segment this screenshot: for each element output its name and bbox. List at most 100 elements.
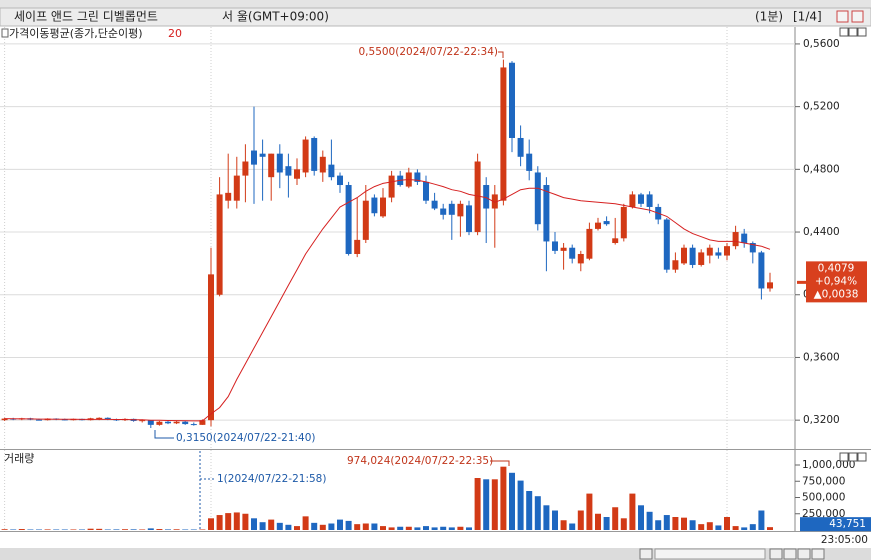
scroll-button[interactable] [797,548,811,560]
volume-bar [268,519,275,530]
current-price-text: +0,94% [815,275,857,287]
candle-body [534,172,541,225]
panel-buttons [839,27,867,462]
volume-bar [190,529,197,530]
candle-body [672,260,679,270]
marks [1,59,773,530]
volume-bar [208,518,214,530]
candle-body [242,161,249,176]
volume-bar [294,526,300,530]
candle-body [61,419,68,421]
candle-body [388,175,395,198]
volume-bar [638,505,644,530]
volume-bar [36,529,42,530]
candle-body [466,205,472,233]
candle-body [216,194,223,295]
panel-button[interactable] [848,452,858,462]
x-axis-strip [0,532,871,548]
y-tick-label: 0,4800 [803,163,840,175]
y-tick-label: 0,5600 [803,38,840,50]
candle-body [577,253,584,264]
volume-bar [165,529,171,530]
panel-button[interactable] [857,452,867,462]
candle-body [603,221,610,225]
candle-body [259,153,266,157]
current-volume-box [800,517,871,532]
volume-bar [552,510,558,530]
panel-button[interactable] [848,27,858,37]
scroll-button[interactable] [783,548,797,560]
volume-bar [113,529,120,530]
panel-button[interactable] [857,27,867,37]
high-arrow [498,51,504,58]
candle-body [448,203,455,215]
candle-body [440,208,447,215]
candle-body [741,233,748,244]
candle-body [474,161,481,233]
volume-bar [388,527,395,530]
volume-bar [156,529,163,530]
candle-body [380,197,386,217]
y-tick-label: 0,4400 [803,226,840,238]
volume-bar [173,529,180,530]
volume-bar [603,517,610,530]
candle-body [362,200,369,240]
candle-body [706,247,713,256]
scroll-button[interactable] [639,548,653,560]
volume-bar [147,528,154,530]
volume-bar [612,507,619,530]
y-tick-label: 1,000,000 [802,459,855,471]
volume-bar [302,516,309,530]
candle-body [371,197,378,214]
candle-body [620,206,627,239]
panel-button[interactable] [839,452,849,462]
volume-bar [18,529,25,530]
candle-body [311,137,318,171]
panel-button[interactable] [839,27,849,37]
volume-bar [182,529,189,530]
volume-bar [672,517,679,530]
scroll-thumb[interactable] [654,548,766,560]
candle-body [251,150,257,165]
volume-bar [749,524,756,530]
volume-bar [285,524,292,530]
volume-bar [104,529,111,530]
volume-bar [405,526,412,530]
candle-body [139,420,146,422]
candle-body [698,252,705,265]
candle-body [715,252,722,256]
candle-body [517,137,524,157]
candle-body [457,203,464,217]
current-price-box [806,261,867,303]
low-annotation: 0,3150(2024/07/22-21:40) [176,432,316,444]
volume-bar [414,527,421,530]
candle-body [1,418,8,421]
candle-body [638,194,644,204]
volume-bar [681,517,687,530]
volume-bar [242,513,249,530]
volume-high-arrow [490,460,510,466]
volume-bar [517,480,524,530]
candle-body [509,62,515,138]
volume-bar [354,524,361,530]
candle-body [156,421,163,425]
candle-body [104,417,111,420]
window-button[interactable] [836,10,849,23]
y-tick-label: 500,000 [802,492,845,504]
close-button[interactable] [851,10,864,23]
volume-bar [457,526,464,530]
scroll-button[interactable] [811,548,825,560]
scroll-button[interactable] [769,548,783,560]
candle-body [586,228,593,259]
candle-body [165,421,171,424]
legend-icon [1,28,9,38]
candle-body [337,175,343,186]
candle-body [767,282,773,289]
volume-bar [87,528,94,530]
volume-bar [560,520,567,530]
volume-bar [122,529,128,530]
volume-title: 거래량 [4,452,34,465]
volume-bar [130,529,137,530]
volume-bar [44,529,51,530]
